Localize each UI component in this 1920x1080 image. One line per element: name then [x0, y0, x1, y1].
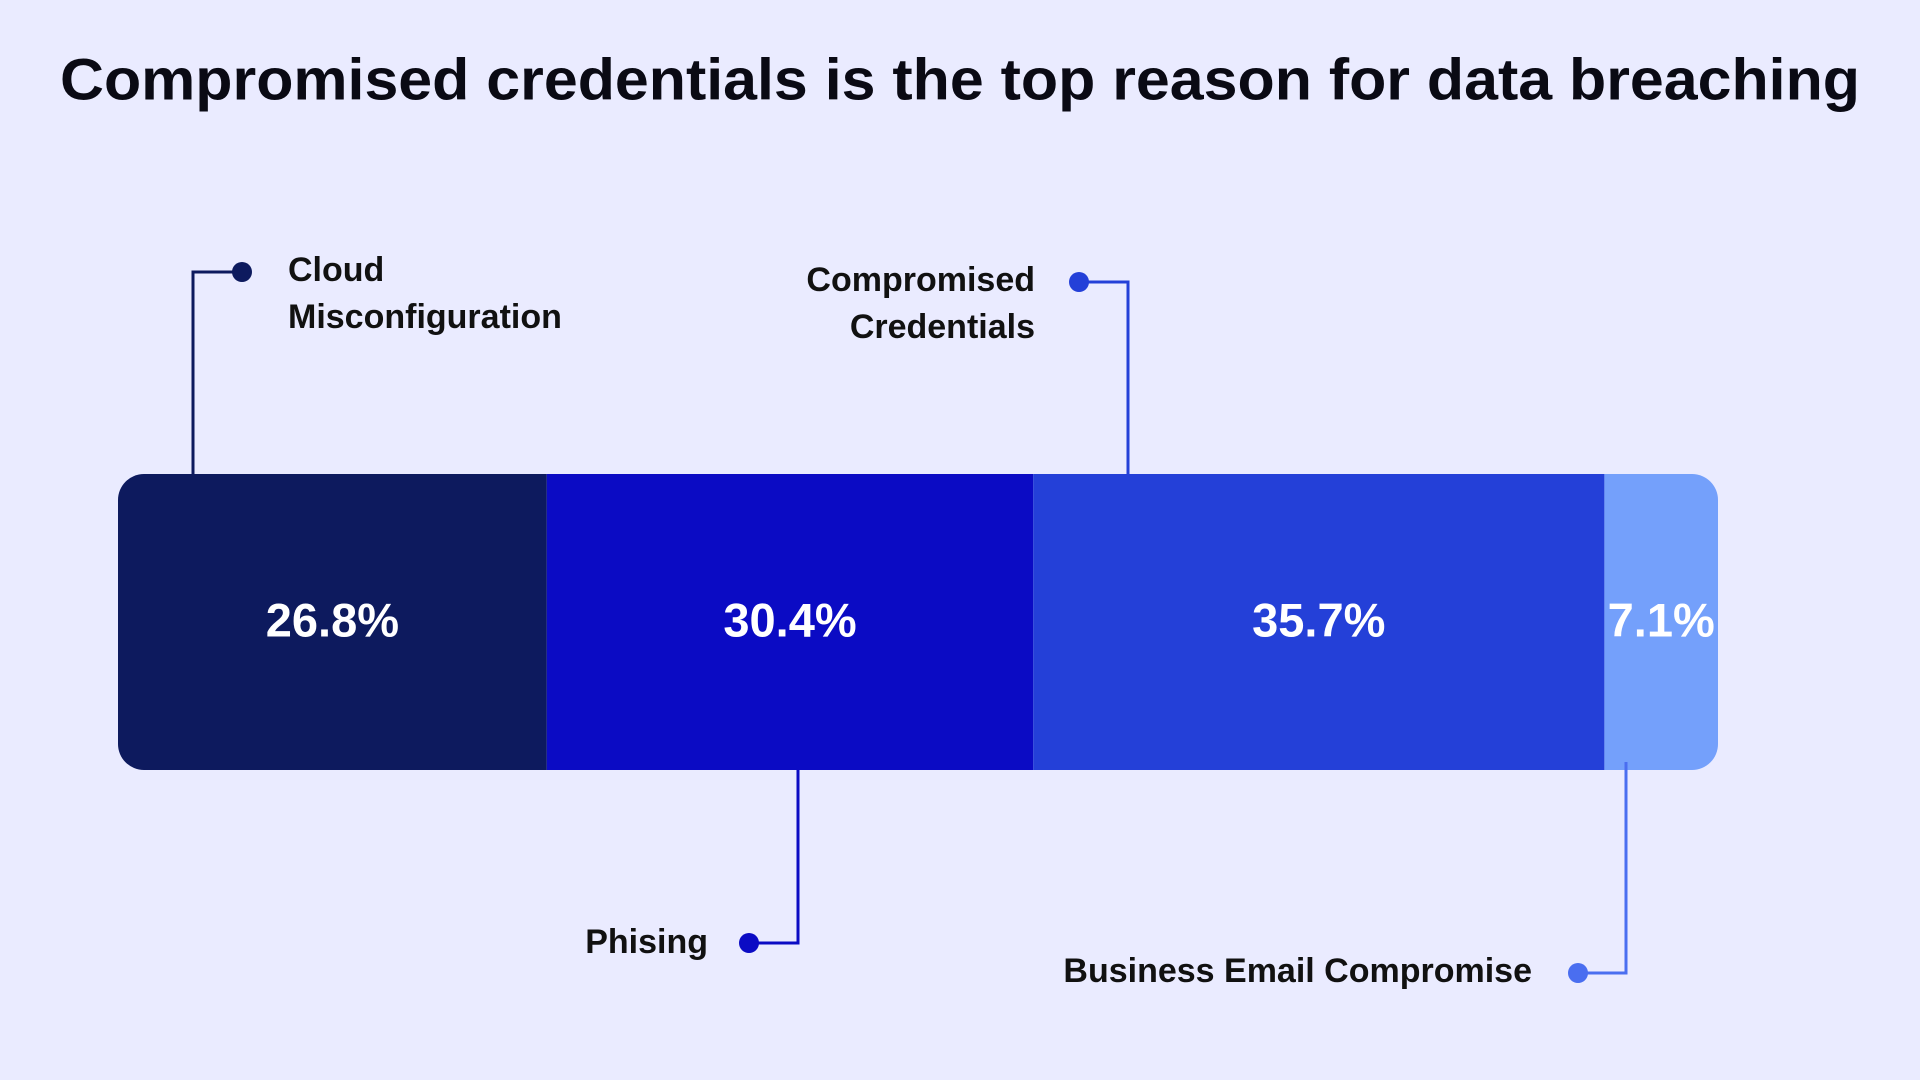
legend-label: Phising: [585, 923, 708, 961]
bar-segment: [118, 474, 547, 770]
legend-label: Business Email Compromise: [1063, 952, 1532, 990]
bar-segment: [1604, 474, 1718, 770]
value-label: 7.1%: [1608, 593, 1715, 646]
legend-label: Compromised Credentials: [806, 261, 1035, 346]
value-label: 26.8%: [266, 593, 399, 646]
bar-segment: [546, 474, 1034, 770]
legend-label: Cloud Misconfiguration: [288, 251, 562, 336]
bar-segment: [1033, 474, 1605, 770]
leader-line: [749, 770, 800, 945]
leader-line: [191, 270, 242, 474]
leader-dot: [1568, 963, 1588, 983]
value-label: 35.7%: [1252, 593, 1385, 646]
leader-line: [1578, 762, 1628, 975]
bar-group: [118, 474, 1718, 770]
value-label: 30.4%: [723, 593, 856, 646]
leader-dot: [1069, 272, 1089, 292]
leader-dot: [232, 262, 252, 282]
leader-dot: [739, 933, 759, 953]
chart-title: Compromised credentials is the top reaso…: [60, 47, 1860, 112]
leader-line: [1079, 280, 1130, 481]
